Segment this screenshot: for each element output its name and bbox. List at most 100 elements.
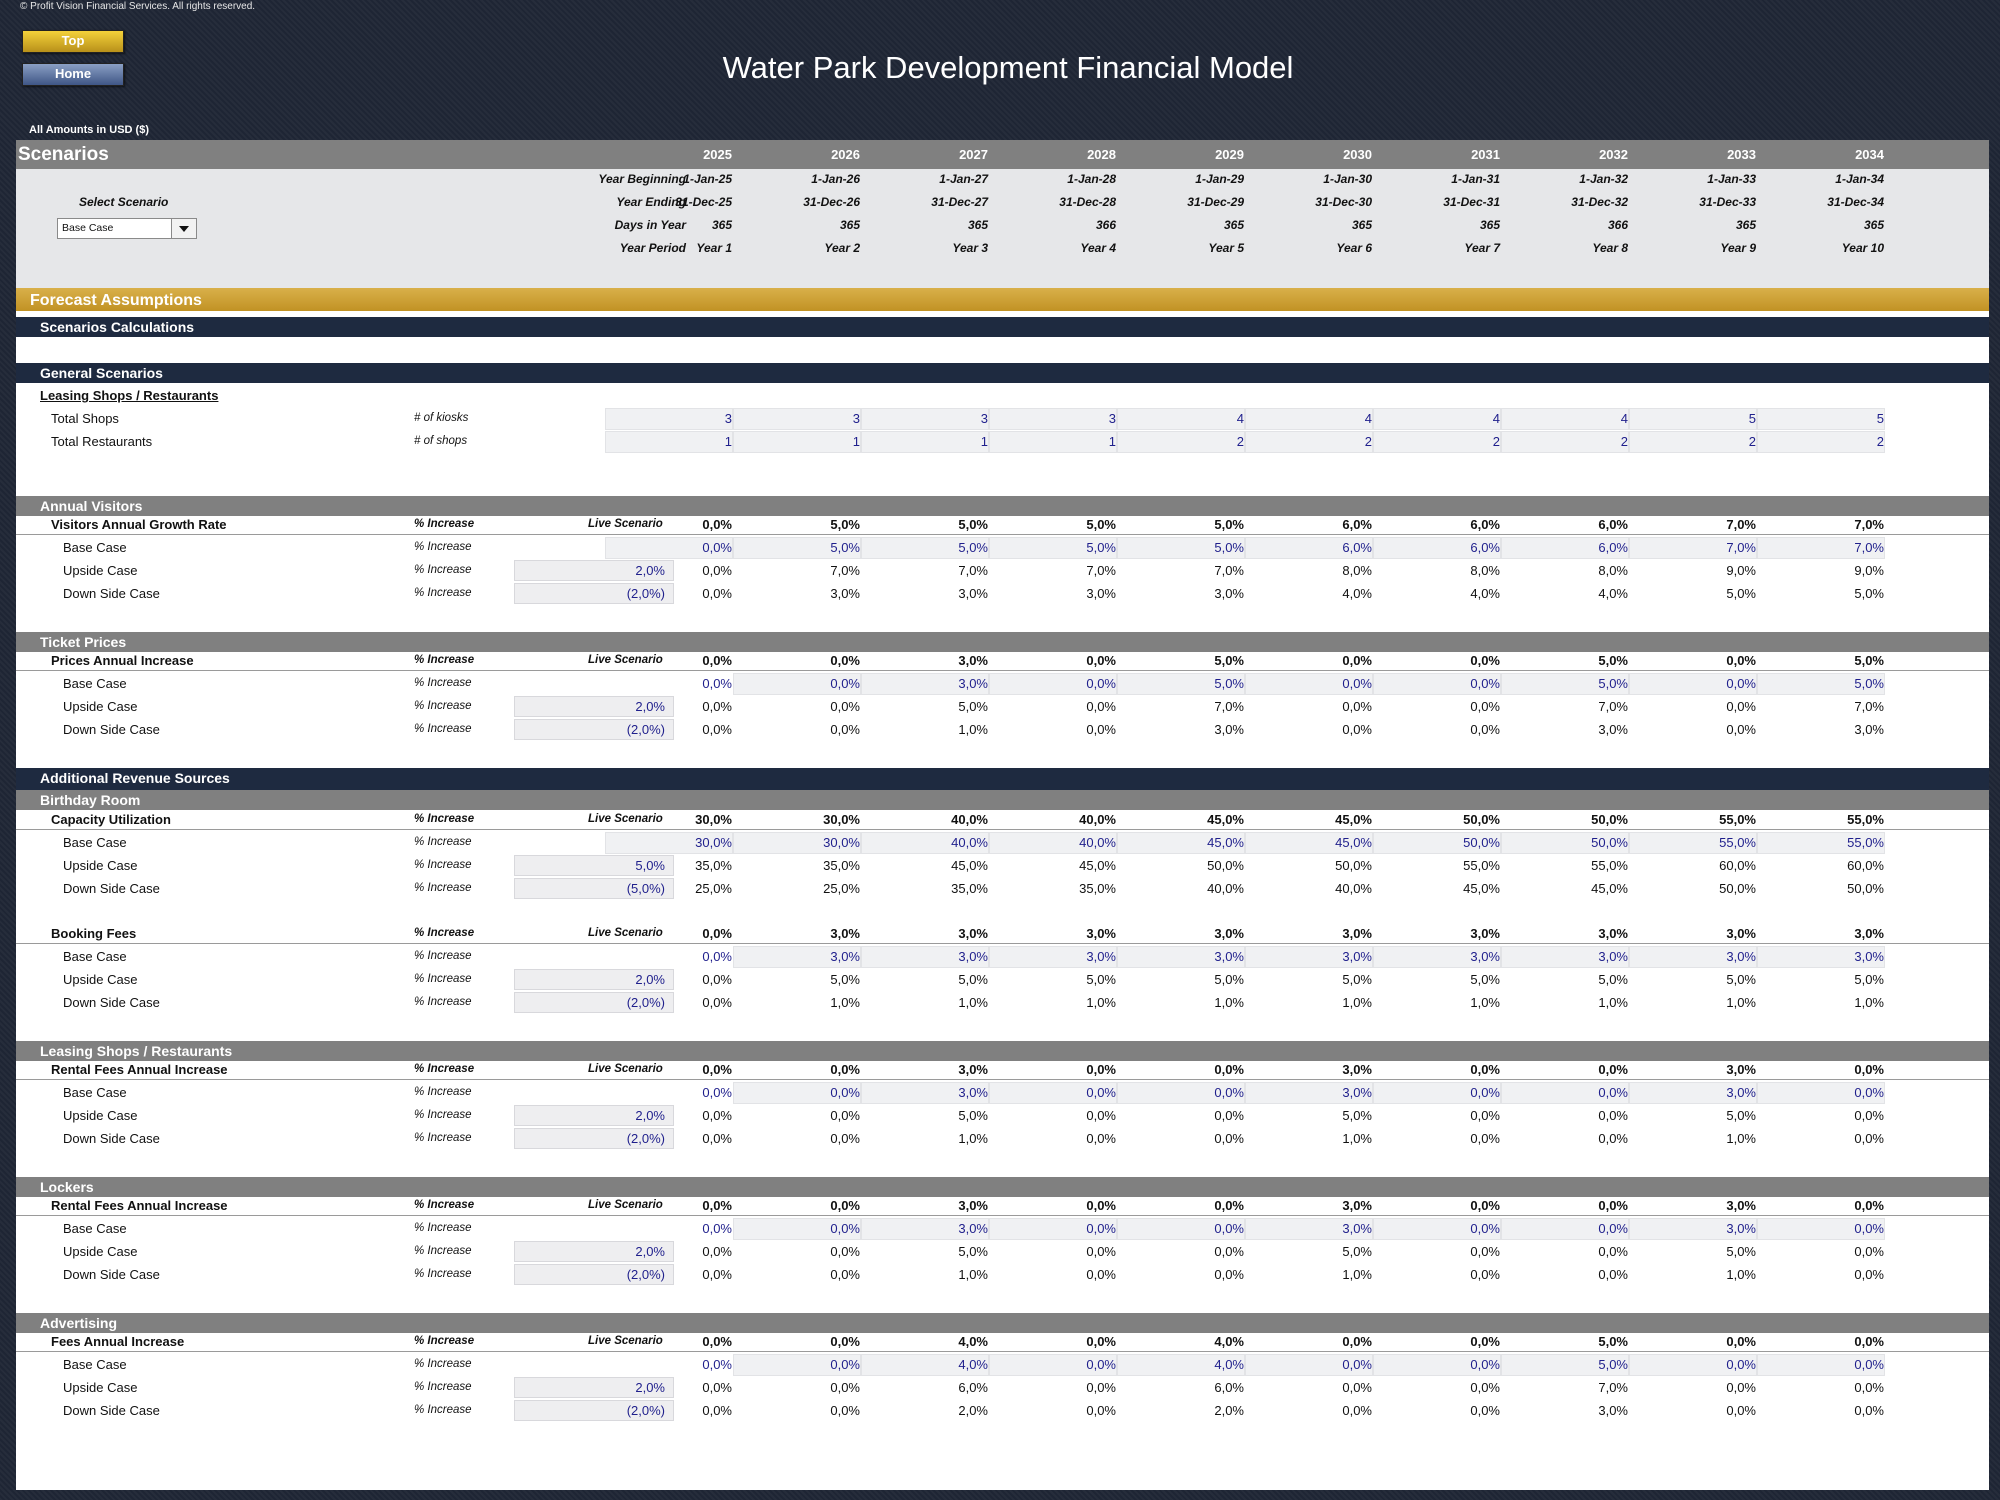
birthday-room-band	[16, 790, 1989, 810]
adjustment-input[interactable]: (2,0%)	[514, 992, 674, 1013]
live-value: 0,0%	[702, 517, 732, 532]
scenario-row-label: Down Side Case	[63, 995, 160, 1010]
year-header: 2025	[703, 147, 732, 162]
unit-label: % Increase	[414, 1222, 472, 1234]
adjustment-input[interactable]: 2,0%	[514, 560, 674, 581]
scenario-row-label: Down Side Case	[63, 586, 160, 601]
live-value: 5,0%	[1598, 1334, 1628, 1349]
scenario-value: 7,0%	[1214, 699, 1244, 714]
input-cell-bg	[1245, 673, 1373, 695]
scenario-value: 3,0%	[1854, 722, 1884, 737]
scenario-value: 5,0%	[1726, 1244, 1756, 1259]
input-cell-bg	[1373, 673, 1501, 695]
annual-visitors-band	[16, 496, 1989, 516]
adjustment-input[interactable]: (2,0%)	[514, 1264, 674, 1285]
input-cell-bg	[1757, 408, 1885, 430]
scenario-value: 0,0%	[702, 972, 732, 987]
live-value: 3,0%	[830, 926, 860, 941]
home-button[interactable]: Home	[22, 63, 124, 86]
scenario-row-label: Upside Case	[63, 858, 138, 873]
scenario-value: 0,0%	[1086, 1131, 1116, 1146]
header-cell: Year 8	[1592, 241, 1628, 255]
input-cell-bg	[605, 431, 733, 453]
scenario-value: 5,0%	[1470, 972, 1500, 987]
unit-label: % Increase	[414, 836, 472, 848]
scenario-value: 0,0%	[1086, 1380, 1116, 1395]
adjustment-input[interactable]: (2,0%)	[514, 719, 674, 740]
input-cell-bg	[1501, 832, 1629, 854]
input-cell-bg	[1373, 1082, 1501, 1104]
scenario-value: 1,0%	[1726, 1131, 1756, 1146]
scenario-value: 60,0%	[1847, 858, 1884, 873]
adjustment-input[interactable]: 2,0%	[514, 1377, 674, 1398]
top-button[interactable]: Top	[22, 30, 124, 53]
leasing-value: 1	[980, 434, 988, 449]
birthday-room-title: Birthday Room	[40, 792, 141, 808]
leasing-value: 4	[1364, 411, 1372, 426]
adjustment-input[interactable]: 5,0%	[514, 855, 674, 876]
live-value: 3,0%	[1342, 1062, 1372, 1077]
adjustment-input[interactable]: (5,0%)	[514, 878, 674, 899]
scenario-value: 45,0%	[951, 858, 988, 873]
adjustment-input[interactable]: 2,0%	[514, 1241, 674, 1262]
chevron-down-icon[interactable]	[171, 219, 196, 238]
divider	[16, 1079, 1989, 1080]
adjustment-input[interactable]: 2,0%	[514, 969, 674, 990]
header-cell: Year 4	[1080, 241, 1116, 255]
live-value: 7,0%	[1726, 517, 1756, 532]
divider	[16, 1215, 1989, 1216]
unit-label: % Increase	[414, 518, 475, 530]
scenario-value: 0,0%	[830, 1267, 860, 1282]
live-value: 0,0%	[702, 926, 732, 941]
scenario-value: 8,0%	[1470, 563, 1500, 578]
scenario-value: 5,0%	[958, 699, 988, 714]
input-cell-bg	[989, 1218, 1117, 1240]
scenario-value: 3,0%	[1470, 949, 1500, 964]
scenario-value: 0,0%	[1598, 1267, 1628, 1282]
adjustment-input[interactable]: (2,0%)	[514, 1128, 674, 1149]
live-value: 3,0%	[958, 926, 988, 941]
leasing-shops-band	[16, 1041, 1989, 1061]
unit-label: % Increase	[414, 723, 472, 735]
scenario-row-label: Upside Case	[63, 699, 138, 714]
group-title: Visitors Annual Growth Rate	[51, 517, 227, 532]
scenario-value: 3,0%	[1214, 722, 1244, 737]
scenario-value: 9,0%	[1854, 563, 1884, 578]
scenario-value: 0,0%	[1854, 1085, 1884, 1100]
general-scenarios-title: General Scenarios	[40, 365, 163, 381]
unit-label: % Increase	[414, 587, 472, 599]
scenario-value: 5,0%	[1854, 972, 1884, 987]
advertising-title: Advertising	[40, 1315, 118, 1331]
live-value: 4,0%	[958, 1334, 988, 1349]
scenario-value: 5,0%	[830, 540, 860, 555]
adjustment-input[interactable]: 2,0%	[514, 1105, 674, 1126]
live-value: 3,0%	[1086, 926, 1116, 941]
adjustment-input[interactable]: (2,0%)	[514, 583, 674, 604]
input-cell-bg	[861, 1218, 989, 1240]
header-cell: 1-Jan-31	[1451, 172, 1500, 186]
adjustment-input[interactable]: 2,0%	[514, 696, 674, 717]
header-cell: 1-Jan-25	[683, 172, 732, 186]
unit-label: % Increase	[414, 1063, 475, 1075]
unit-label: % Increase	[414, 654, 475, 666]
header-cell: Year 10	[1841, 241, 1884, 255]
input-cell-bg	[861, 408, 989, 430]
input-cell-bg	[1629, 673, 1757, 695]
scenario-select[interactable]: Base Case	[57, 218, 197, 239]
scenario-value: 0,0%	[702, 722, 732, 737]
header-cell: 365	[1863, 218, 1884, 232]
live-value: 0,0%	[1598, 1198, 1628, 1213]
live-value: 0,0%	[1214, 1198, 1244, 1213]
adjustment-input[interactable]: (2,0%)	[514, 1400, 674, 1421]
scenario-value: 0,0%	[1342, 1403, 1372, 1418]
scenario-value: 7,0%	[1598, 699, 1628, 714]
live-value: 4,0%	[1214, 1334, 1244, 1349]
scenario-value: 9,0%	[1726, 563, 1756, 578]
scenario-value: 0,0%	[1342, 1357, 1372, 1372]
scenario-value: 0,0%	[702, 1131, 732, 1146]
header-cell: 31-Dec-29	[1187, 195, 1244, 209]
scenarios-calculations-band	[16, 317, 1989, 337]
divider	[16, 943, 1989, 944]
live-value: 0,0%	[702, 1334, 732, 1349]
scenario-value: 0,0%	[1342, 1380, 1372, 1395]
